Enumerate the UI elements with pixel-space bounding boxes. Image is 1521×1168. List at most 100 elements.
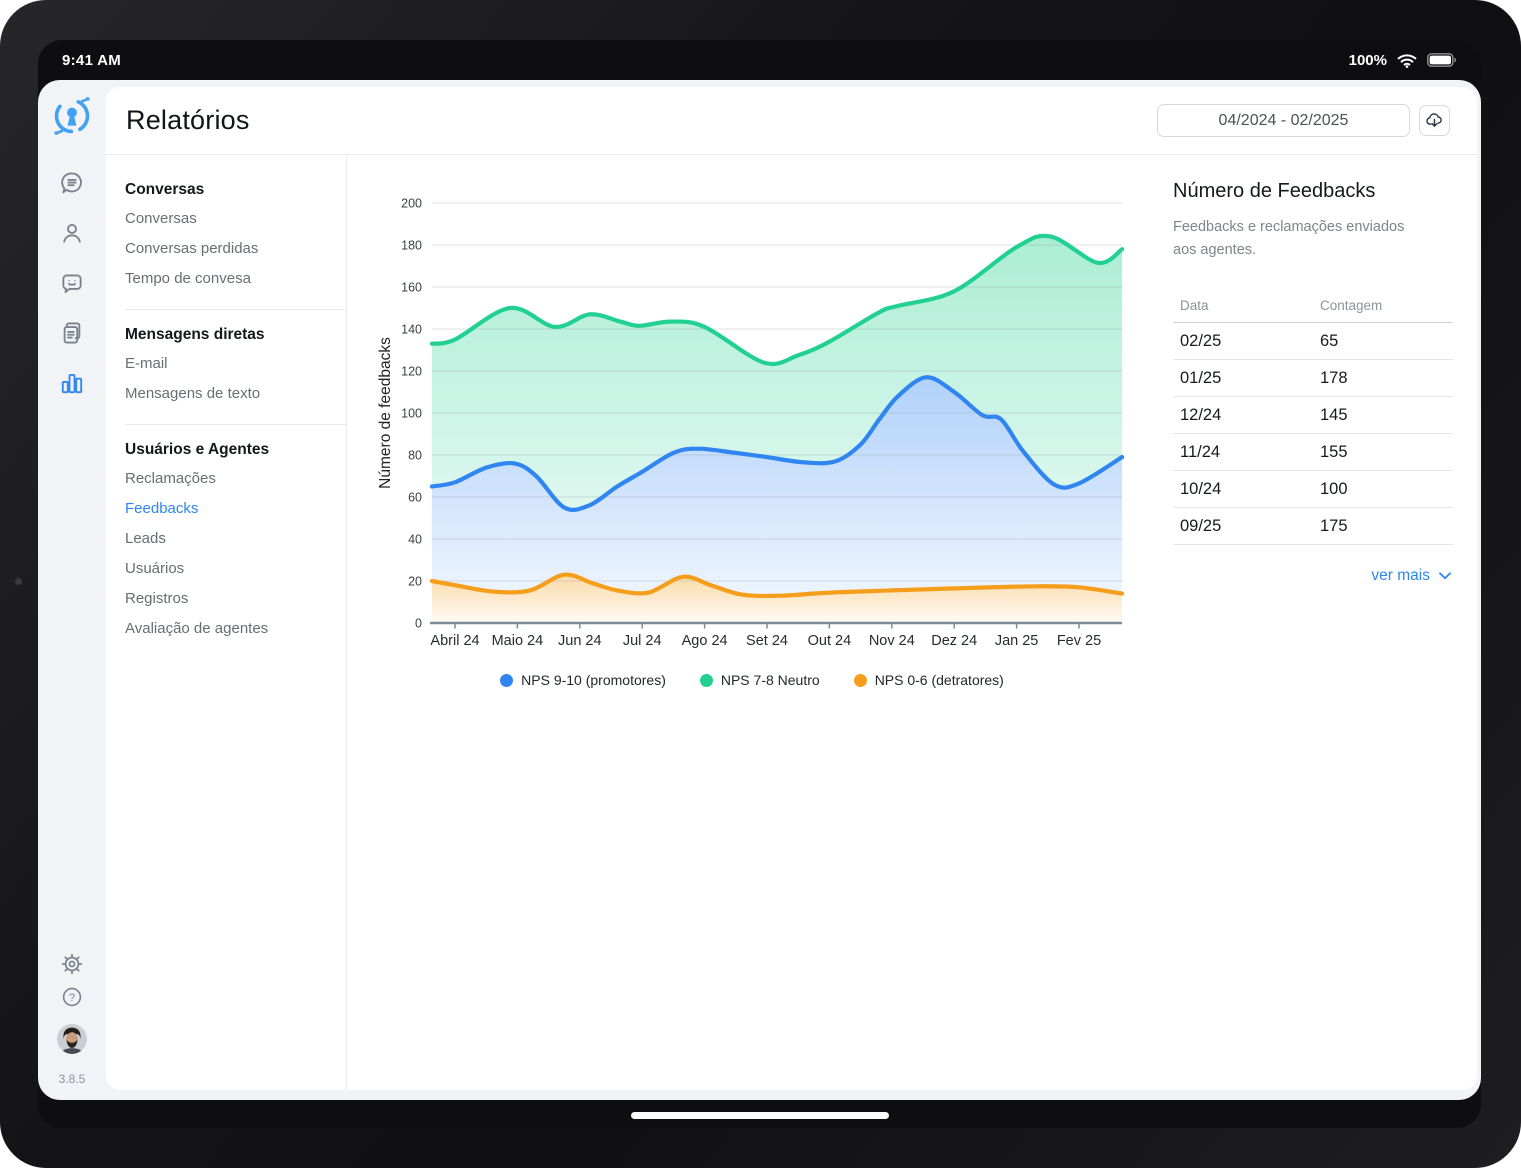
svg-text:160: 160: [401, 281, 422, 295]
sidebar-section-header: Mensagens diretas: [125, 326, 322, 344]
ver-mais-label: ver mais: [1371, 567, 1430, 585]
feedback-nav-button[interactable]: [59, 270, 85, 296]
date-range-input[interactable]: 04/2024 - 02/2025: [1157, 104, 1410, 137]
table-row: 11/24155: [1173, 434, 1453, 471]
svg-text:Nov 24: Nov 24: [869, 633, 915, 649]
svg-text:Jan 25: Jan 25: [995, 633, 1039, 649]
sidebar-item-usuarios[interactable]: Usuários: [125, 554, 322, 584]
front-camera: [15, 578, 22, 585]
documents-icon: [59, 320, 85, 346]
svg-text:200: 200: [401, 197, 422, 211]
bar-chart-icon: [59, 370, 85, 396]
sidebar-section: Usuários e Agentes ReclamaçõesFeedbacksLe…: [125, 424, 346, 659]
table-row: 12/24145: [1173, 397, 1453, 434]
sidebar-item-mensagens-de-texto[interactable]: Mensagens de texto: [125, 379, 322, 409]
gear-icon: [60, 952, 84, 976]
legend-item-nps-7-8-neutro[interactable]: NPS 7-8 Neutro: [700, 672, 820, 688]
chevron-down-icon: [1439, 572, 1451, 580]
row-count: 155: [1313, 434, 1453, 471]
documents-nav-button[interactable]: [59, 320, 85, 346]
column-header-contagem: Contagem: [1313, 298, 1453, 323]
user-avatar[interactable]: [57, 1024, 87, 1054]
svg-text:100: 100: [401, 407, 422, 421]
sidebar-item-conversas-perdidas[interactable]: Conversas perdidas: [125, 234, 322, 264]
svg-text:60: 60: [408, 491, 422, 505]
sidebar-item-conversas[interactable]: Conversas: [125, 204, 322, 234]
legend-item-nps-9-10-promotores[interactable]: NPS 9-10 (promotores): [500, 672, 666, 688]
row-date: 12/24: [1173, 397, 1313, 434]
reports-nav-button[interactable]: [59, 370, 85, 396]
row-date: 09/25: [1173, 508, 1313, 545]
svg-text:20: 20: [408, 575, 422, 589]
rail-icon-group: [59, 170, 85, 396]
svg-text:Jul 24: Jul 24: [623, 633, 662, 649]
status-indicators: 100%: [1349, 52, 1457, 69]
table-row: 09/25175: [1173, 508, 1453, 545]
legend-label: NPS 7-8 Neutro: [721, 672, 820, 688]
svg-text:?: ?: [69, 992, 75, 1004]
svg-text:180: 180: [401, 239, 422, 253]
sidebar-item-feedbacks[interactable]: Feedbacks: [125, 494, 322, 524]
app-version: 3.8.5: [59, 1072, 86, 1086]
sidebar-item-reclamacoes[interactable]: Reclamações: [125, 464, 322, 494]
panel-title: Número de Feedbacks: [1173, 180, 1453, 203]
settings-button[interactable]: [60, 952, 84, 976]
legend-label: NPS 9-10 (promotores): [521, 672, 666, 688]
column-header-data: Data: [1173, 298, 1313, 323]
battery-percent: 100%: [1349, 52, 1387, 69]
svg-text:140: 140: [401, 323, 422, 337]
table-row: 10/24100: [1173, 471, 1453, 508]
row-count: 145: [1313, 397, 1453, 434]
chat-bubble-icon: [59, 170, 85, 196]
feedback-panel: Número de Feedbacks Feedbacks e reclamaç…: [1173, 180, 1453, 585]
svg-text:80: 80: [408, 449, 422, 463]
row-date: 11/24: [1173, 434, 1313, 471]
tablet-screen: 9:41 AM 100%: [38, 40, 1481, 1128]
status-time: 9:41 AM: [62, 52, 121, 69]
app-logo[interactable]: [51, 95, 93, 137]
sidebar-item-registros[interactable]: Registros: [125, 584, 322, 614]
conversations-nav-button[interactable]: [59, 170, 85, 196]
nps-chart: Abril 24Maio 24Jun 24Jul 24Ago 24Set 24O…: [372, 190, 1132, 730]
row-date: 10/24: [1173, 471, 1313, 508]
table-row: 02/2565: [1173, 323, 1453, 360]
svg-text:Dez 24: Dez 24: [931, 633, 977, 649]
sidebar-item-e-mail[interactable]: E-mail: [125, 349, 322, 379]
cloud-download-icon: [1424, 110, 1445, 131]
legend-dot: [500, 674, 513, 687]
legend-dot: [700, 674, 713, 687]
svg-text:40: 40: [408, 533, 422, 547]
sidebar-item-avaliacao-de-agentes[interactable]: Avaliação de agentes: [125, 614, 322, 644]
svg-text:Maio 24: Maio 24: [492, 633, 544, 649]
icon-rail: ?: [38, 80, 106, 1100]
legend-dot: [854, 674, 867, 687]
sidebar-nav: ConversasConversasConversas perdidasTemp…: [106, 155, 347, 1090]
home-indicator[interactable]: [631, 1112, 889, 1119]
row-count: 65: [1313, 323, 1453, 360]
contacts-nav-button[interactable]: [59, 220, 85, 246]
svg-text:120: 120: [401, 365, 422, 379]
chart-legend: NPS 9-10 (promotores) NPS 7-8 Neutro NPS 0…: [407, 672, 1097, 688]
download-button[interactable]: [1419, 105, 1450, 136]
sidebar-item-leads[interactable]: Leads: [125, 524, 322, 554]
row-date: 01/25: [1173, 360, 1313, 397]
sidebar-item-tempo-de-convesa[interactable]: Tempo de convesa: [125, 264, 322, 294]
svg-text:Set 24: Set 24: [746, 633, 788, 649]
legend-item-nps-0-6-detratores[interactable]: NPS 0-6 (detratores): [854, 672, 1004, 688]
legend-label: NPS 0-6 (detratores): [875, 672, 1004, 688]
row-count: 178: [1313, 360, 1453, 397]
feedback-table: Data Contagem 02/256501/2517812/2414511/…: [1173, 298, 1453, 545]
row-count: 175: [1313, 508, 1453, 545]
rail-bottom-group: ?: [57, 952, 87, 1086]
svg-text:Abril 24: Abril 24: [430, 633, 479, 649]
help-button[interactable]: ?: [60, 985, 84, 1009]
content-card: Relatórios 04/2024 - 02/2025 ConversasCo…: [106, 87, 1477, 1090]
ver-mais-link[interactable]: ver mais: [1173, 567, 1453, 585]
svg-text:Out 24: Out 24: [808, 633, 852, 649]
card-header: Relatórios 04/2024 - 02/2025: [106, 87, 1477, 155]
table-row: 01/25178: [1173, 360, 1453, 397]
sidebar-section-header: Usuários e Agentes: [125, 441, 322, 459]
smiley-bubble-icon: [59, 270, 85, 296]
person-icon: [59, 220, 85, 246]
wifi-icon: [1397, 53, 1417, 68]
